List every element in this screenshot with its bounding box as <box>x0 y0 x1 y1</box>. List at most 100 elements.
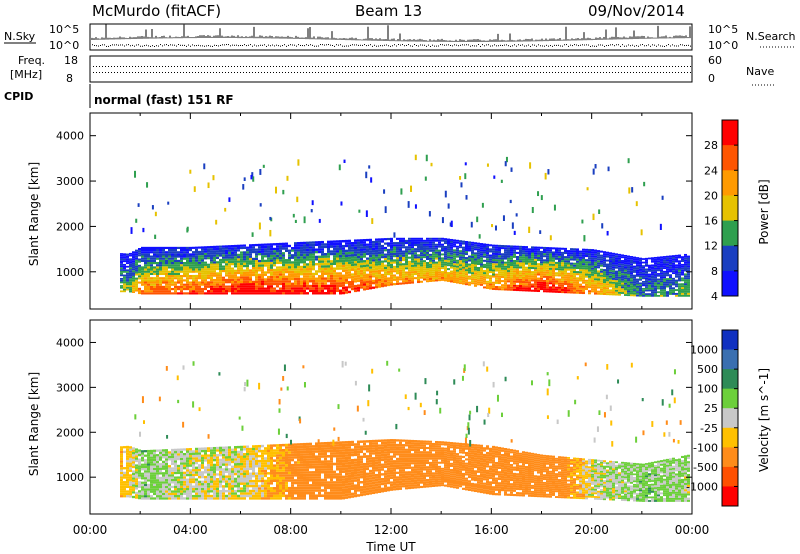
nave-sample <box>93 72 94 73</box>
scatter-cell <box>555 255 558 258</box>
scatter-cell <box>534 267 537 270</box>
scatter-cell <box>357 253 360 256</box>
scatter-cell <box>441 265 444 268</box>
nsearch-sample <box>450 44 451 46</box>
scatter-cell <box>246 280 249 284</box>
scatter-cell <box>306 268 309 271</box>
scatter-cell <box>168 246 171 250</box>
scatter-cell <box>138 277 141 280</box>
freq-sample <box>549 66 550 67</box>
scatter-cell <box>627 281 630 284</box>
scatter-cell <box>609 277 612 280</box>
nsearch-sample <box>160 44 161 46</box>
scatter-cell <box>261 285 264 288</box>
scatter-cell <box>522 283 525 286</box>
scatter-cell <box>636 260 639 263</box>
nsearch-sample <box>274 45 275 47</box>
scatter-cell <box>645 277 648 280</box>
scatter-cell <box>603 289 606 292</box>
scatter-cell <box>300 277 303 281</box>
scatter-cell <box>654 291 657 294</box>
nsearch-sample <box>280 45 281 47</box>
nave-sample <box>120 72 121 73</box>
scatter-cell <box>489 279 492 282</box>
scatter-cell <box>456 247 459 250</box>
scatter-cell <box>234 269 237 272</box>
scatter-cell <box>528 260 531 263</box>
scatter-cell <box>519 280 522 283</box>
scatter-cell <box>432 271 435 274</box>
scatter-cell <box>327 267 330 271</box>
scatter-cell <box>276 261 279 265</box>
scatter-cell <box>402 271 405 274</box>
scatter-cell <box>579 254 582 257</box>
scatter-cell <box>438 265 441 268</box>
scatter-cell <box>321 270 324 273</box>
scatter-cell <box>642 293 645 295</box>
scatter-cell <box>204 285 207 288</box>
scatter-cell <box>579 250 582 253</box>
scatter-cell <box>306 256 309 259</box>
scatter-cell <box>162 287 165 291</box>
scatter-cell <box>264 292 267 295</box>
scatter-cell <box>207 270 210 273</box>
scatter-cell <box>474 264 477 267</box>
scatter-cell <box>207 281 210 284</box>
scatter-cell <box>330 289 333 293</box>
scatter-cell <box>660 269 663 272</box>
freq-sample <box>573 66 574 67</box>
scatter-cell <box>237 256 240 259</box>
nsearch-sample <box>442 44 443 46</box>
scatter-cell <box>660 265 663 268</box>
scatter-cell <box>648 277 651 279</box>
scatter-cell <box>519 258 522 261</box>
scatter-cell <box>225 267 228 270</box>
scatter-cell <box>348 251 351 255</box>
scatter-cell <box>585 279 588 282</box>
nave-sample <box>525 72 526 73</box>
scatter-cell <box>237 258 240 261</box>
scatter-cell <box>321 275 324 278</box>
scatter-cell <box>492 254 495 257</box>
scatter-cell <box>609 281 612 284</box>
nave-sample <box>498 72 499 73</box>
nave-sample <box>639 72 640 73</box>
scatter-cell <box>228 254 231 257</box>
scatter-cell <box>687 273 690 276</box>
scatter-cell <box>528 262 531 265</box>
scatter-cell <box>318 250 321 254</box>
scatter-cell <box>489 271 492 274</box>
scatter-cell <box>678 271 681 274</box>
freq-sample <box>219 66 220 67</box>
scatter-cell <box>210 285 213 288</box>
scatter-cell <box>435 265 438 268</box>
scatter-cell <box>321 267 324 271</box>
scatter-cell <box>495 267 498 270</box>
scatter-cell <box>204 252 207 255</box>
scatter-cell <box>324 252 327 256</box>
scatter-cell <box>153 290 156 293</box>
scatter-cell <box>225 274 228 277</box>
scatter-cell <box>228 285 231 288</box>
nsearch-sample <box>380 45 381 47</box>
scatter-cell <box>222 269 225 273</box>
scatter-cell <box>159 253 162 256</box>
scatter-cell <box>420 245 423 248</box>
scatter-cell <box>537 269 540 272</box>
nsearch-sample <box>590 45 591 47</box>
scatter-cell <box>513 276 516 279</box>
scatter-cell <box>456 255 459 258</box>
scatter-cell <box>594 265 597 268</box>
scatter-cell <box>519 266 522 269</box>
scatter-cell <box>309 246 312 249</box>
scatter-cell <box>669 268 672 271</box>
scatter-cell <box>672 264 675 267</box>
scatter-cell <box>198 285 201 288</box>
scatter-cell <box>366 250 369 253</box>
scatter-cell <box>423 272 426 275</box>
scatter-cell <box>588 269 591 272</box>
scatter-cell <box>126 257 129 259</box>
scatter-cell <box>582 291 585 295</box>
freq-sample <box>435 66 436 67</box>
scatter-cell <box>495 285 498 289</box>
